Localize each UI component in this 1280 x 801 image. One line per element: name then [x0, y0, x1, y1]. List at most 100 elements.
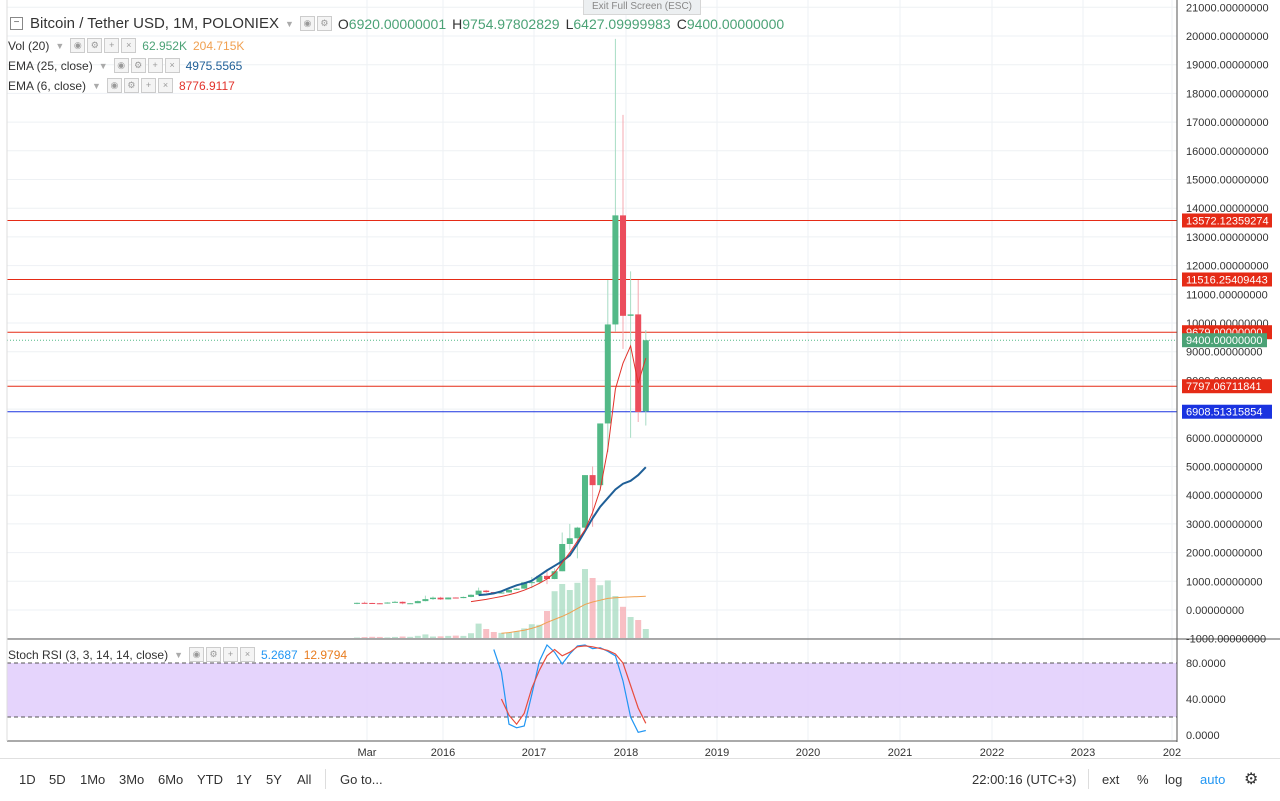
percent-toggle[interactable]: % — [1137, 772, 1149, 787]
volume-bar — [362, 637, 368, 638]
price-tick-label: 0.00000000 — [1186, 605, 1244, 617]
price-tick-label: 9000.00000000 — [1186, 347, 1262, 359]
plus-icon[interactable]: + — [223, 647, 238, 662]
chart-canvas[interactable]: 21000.0000000020000.0000000019000.000000… — [0, 0, 1280, 758]
time-tick-label: 2017 — [522, 747, 546, 758]
volume-bar — [377, 637, 383, 638]
price-tick-label: 5000.00000000 — [1186, 462, 1262, 474]
range-all-button[interactable]: All — [297, 772, 311, 787]
candle-body — [362, 603, 368, 604]
chevron-down-icon[interactable]: ▼ — [99, 61, 108, 71]
stoch-rsi-band — [7, 663, 1177, 717]
settings-icon[interactable]: ⚙ — [124, 78, 139, 93]
settings-icon[interactable]: ⚙ — [87, 38, 102, 53]
candle — [377, 603, 383, 604]
plus-icon[interactable]: + — [141, 78, 156, 93]
range-5y-button[interactable]: 5Y — [266, 772, 282, 787]
candle — [468, 594, 474, 597]
gear-icon[interactable]: ⚙ — [1244, 769, 1258, 789]
candle-body — [590, 475, 596, 485]
candle — [430, 597, 436, 600]
eye-icon[interactable]: ◉ — [107, 78, 122, 93]
exit-fullscreen-hint[interactable]: Exit Full Screen (ESC) — [583, 0, 701, 15]
range-6mo-button[interactable]: 6Mo — [158, 772, 183, 787]
range-3mo-button[interactable]: 3Mo — [119, 772, 144, 787]
candle-body — [605, 324, 611, 423]
vol-value: 62.952K — [142, 39, 187, 53]
eye-icon[interactable]: ◉ — [189, 647, 204, 662]
ohlc-l-label: L — [566, 16, 574, 32]
chevron-down-icon[interactable]: ▼ — [92, 81, 101, 91]
range-5d-button[interactable]: 5D — [49, 772, 66, 787]
close-icon[interactable]: × — [158, 78, 173, 93]
price-tick-label: 21000.00000000 — [1186, 2, 1269, 14]
price-tick-label: 16000.00000000 — [1186, 146, 1269, 158]
price-tick-label: -1000.00000000 — [1186, 634, 1266, 646]
eye-icon[interactable]: ◉ — [114, 58, 129, 73]
candle — [415, 601, 421, 604]
volume-bar — [643, 629, 649, 638]
eye-icon[interactable]: ◉ — [70, 38, 85, 53]
eye-icon[interactable]: ◉ — [300, 16, 315, 31]
range-ytd-button[interactable]: YTD — [197, 772, 223, 787]
ema25-name[interactable]: EMA (25, close) — [8, 59, 93, 73]
range-1mo-button[interactable]: 1Mo — [80, 772, 105, 787]
plus-icon[interactable]: + — [148, 58, 163, 73]
goto-button[interactable]: Go to... — [340, 772, 383, 787]
volume-bar — [476, 624, 482, 638]
candle — [354, 603, 360, 605]
price-axis-labels: 21000.0000000020000.0000000019000.000000… — [1182, 2, 1272, 742]
settings-icon[interactable]: ⚙ — [206, 647, 221, 662]
candle-body — [407, 603, 413, 604]
ohlc-low: 6427.09999983 — [573, 16, 670, 32]
volume-bar — [574, 583, 580, 638]
symbol-title[interactable]: Bitcoin / Tether USD, 1M, POLONIEX — [30, 15, 279, 32]
collapse-icon[interactable]: − — [10, 17, 23, 30]
price-tick-label: 18000.00000000 — [1186, 88, 1269, 100]
volume-bar — [628, 617, 634, 638]
time-tick-label: 202 — [1163, 747, 1181, 758]
close-icon[interactable]: × — [121, 38, 136, 53]
horizontal-levels — [7, 220, 1177, 411]
candle-body — [620, 215, 626, 315]
bottom-toolbar: 1D 5D 1Mo 3Mo 6Mo YTD 1Y 5Y All Go to...… — [0, 758, 1280, 801]
plus-icon[interactable]: + — [104, 38, 119, 53]
last-price-label: 9400.00000000 — [1186, 335, 1262, 347]
candle — [620, 115, 626, 349]
vol-name[interactable]: Vol (20) — [8, 39, 49, 53]
range-1d-button[interactable]: 1D — [19, 772, 36, 787]
close-icon[interactable]: × — [165, 58, 180, 73]
range-1y-button[interactable]: 1Y — [236, 772, 252, 787]
ema6-name[interactable]: EMA (6, close) — [8, 79, 86, 93]
chevron-down-icon[interactable]: ▼ — [285, 19, 294, 29]
candle-body — [559, 544, 565, 571]
clock[interactable]: 22:00:16 (UTC+3) — [972, 772, 1076, 787]
time-tick-label: 2016 — [431, 747, 455, 758]
candle — [643, 330, 649, 426]
price-tick-label: 1000.00000000 — [1186, 576, 1262, 588]
ohlc-high: 9754.97802829 — [462, 16, 559, 32]
ema25-value: 4975.5565 — [186, 59, 243, 73]
price-tick-label: 17000.00000000 — [1186, 117, 1269, 129]
ext-toggle[interactable]: ext — [1102, 772, 1119, 787]
auto-toggle[interactable]: auto — [1200, 772, 1225, 787]
chevron-down-icon[interactable]: ▼ — [55, 41, 64, 51]
candle — [514, 588, 520, 590]
log-toggle[interactable]: log — [1165, 772, 1182, 787]
volume-bar — [514, 631, 520, 638]
stoch-name[interactable]: Stoch RSI (3, 3, 14, 14, close) — [8, 648, 168, 662]
price-tick-label: 12000.00000000 — [1186, 261, 1269, 273]
close-icon[interactable]: × — [240, 647, 255, 662]
chevron-down-icon[interactable]: ▼ — [174, 650, 183, 660]
volume-bar — [506, 633, 512, 638]
candle — [483, 590, 489, 593]
volume-bar — [498, 633, 504, 638]
candle-body — [514, 589, 520, 590]
volume-bar — [460, 636, 466, 638]
candles — [354, 39, 649, 604]
price-tick-label: 2000.00000000 — [1186, 548, 1262, 560]
volume-bar — [468, 633, 474, 638]
candle-body — [422, 599, 428, 601]
settings-icon[interactable]: ⚙ — [317, 16, 332, 31]
settings-icon[interactable]: ⚙ — [131, 58, 146, 73]
